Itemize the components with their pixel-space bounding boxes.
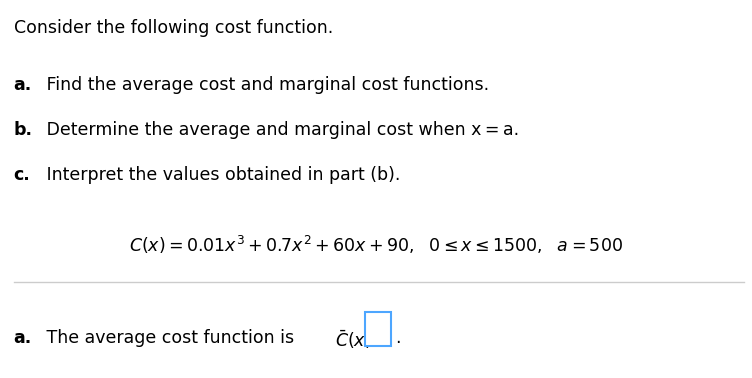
Text: Consider the following cost function.: Consider the following cost function.: [14, 19, 333, 37]
Text: $C(x) = 0.01x^3 + 0.7x^2 + 60x + 90,\ \ 0 \leq x \leq 1500,\ \ a = 500$: $C(x) = 0.01x^3 + 0.7x^2 + 60x + 90,\ \ …: [129, 234, 623, 256]
FancyBboxPatch shape: [365, 312, 391, 346]
Text: $\bar{C}(x) =$: $\bar{C}(x) =$: [335, 329, 389, 352]
Text: a.: a.: [14, 329, 32, 347]
Text: Find the average cost and marginal cost functions.: Find the average cost and marginal cost …: [41, 76, 490, 94]
Text: .: .: [395, 329, 400, 347]
Text: b.: b.: [14, 121, 32, 139]
Text: c.: c.: [14, 166, 30, 184]
Text: a.: a.: [14, 76, 32, 94]
Text: Interpret the values obtained in part (b).: Interpret the values obtained in part (b…: [41, 166, 401, 184]
Text: Determine the average and marginal cost when x = a.: Determine the average and marginal cost …: [41, 121, 520, 139]
Text: The average cost function is: The average cost function is: [41, 329, 299, 347]
